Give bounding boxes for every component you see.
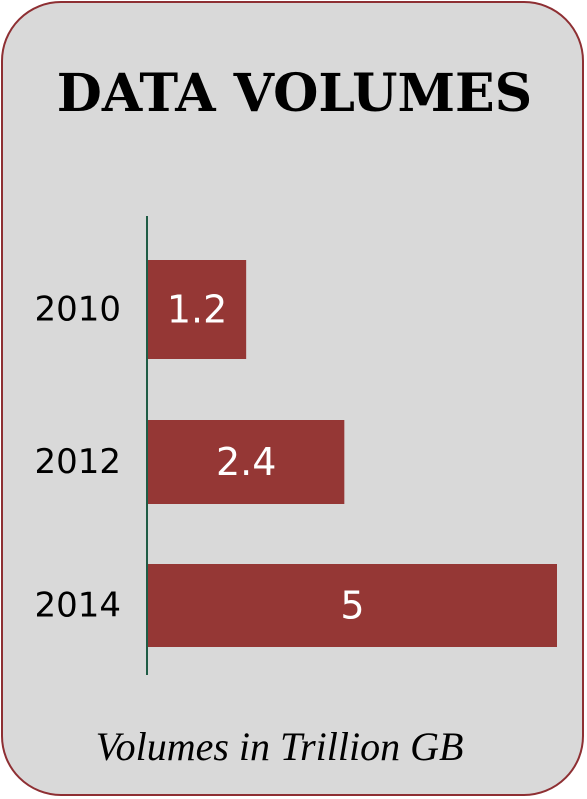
data-label-2014: 5 (340, 584, 364, 628)
bar-2012 (148, 420, 345, 504)
category-label-2014: 2014 (34, 586, 121, 626)
chart-title: DATA VOLUMES (56, 63, 533, 124)
bar-2010 (148, 260, 247, 359)
data-label-2010: 1.2 (167, 288, 227, 332)
category-label-2012: 2012 (34, 442, 121, 482)
bar-2014 (148, 564, 557, 647)
bar-chart: 1.2 2010 2.4 2012 5 2014 (34, 216, 557, 675)
data-label-2012: 2.4 (216, 440, 276, 484)
category-label-2010: 2010 (34, 290, 121, 330)
chart-footnote: Volumes in Trillion GB (95, 724, 464, 769)
